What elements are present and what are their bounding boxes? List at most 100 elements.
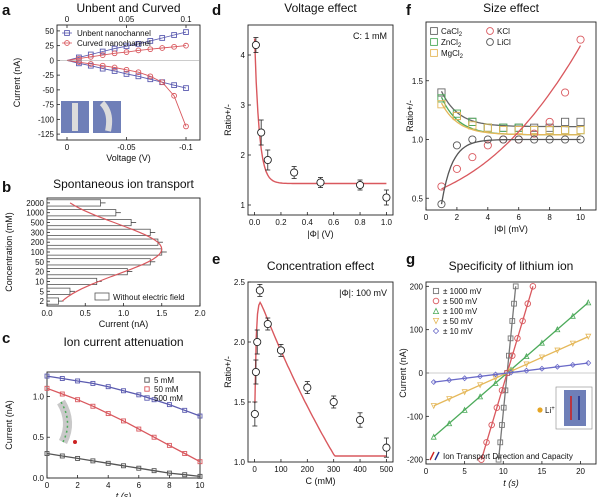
panel-f-series-2-point-0 — [437, 100, 446, 109]
panel-b-y-tick-label-8: 500 — [31, 219, 45, 228]
panel-g-series-4-point-8 — [554, 363, 561, 370]
panel-g-legend-marker-2 — [432, 307, 440, 314]
panel-a-series-1-point-11 — [87, 61, 94, 67]
panel-f-series-2-point-7 — [545, 126, 554, 135]
panel-g-series-3-point-0 — [430, 403, 437, 410]
panel-g-annotation: Ion Transport Direction and Capacity — [443, 452, 573, 461]
panel-g-legend-label-0: ± 1000 mV — [443, 287, 482, 296]
panel-f-series-4-point-0 — [437, 200, 446, 209]
panel-a-series-0-line-pos — [66, 31, 187, 61]
panel-f-series-2-point-3 — [483, 123, 492, 132]
panel-c-series-2-point-5 — [121, 388, 126, 394]
panel-e-point-7 — [329, 397, 338, 407]
panel-g-series-4-point-10 — [585, 360, 592, 366]
panel-a-inset-unbent-channel — [72, 103, 78, 131]
panel-a-series-1-line-neg — [66, 59, 187, 127]
panel-c-series-0-point-8 — [166, 470, 172, 476]
panel-f-series-3-point-7 — [545, 117, 554, 126]
panel-a-ylabel: Current (nA) — [12, 58, 22, 108]
panel-d-x-tick-label-0: 0.0 — [249, 218, 261, 227]
panel-f-series-1-point-9 — [576, 126, 585, 135]
panel-f-series-0-point-9 — [576, 117, 585, 126]
panel-c-y-tick-label-0: 0.0 — [33, 474, 45, 483]
panel-a-series-1-point-13 — [111, 64, 118, 71]
panel-b-xlabel: Current (nA) — [99, 319, 149, 329]
panel-d-point-5 — [355, 180, 365, 190]
panel-c-series-1-point-1 — [59, 391, 65, 397]
panel-g-y-tick-label-0: 200 — [410, 282, 424, 291]
panel-g-series-3-point-4 — [492, 375, 499, 382]
panel-f-series-2-point-4 — [499, 126, 508, 135]
panel-b-bar-2 — [46, 277, 98, 285]
panel-c-y-tick-label-1: 0.5 — [33, 433, 45, 442]
panel-g-series-0-point-1 — [497, 439, 504, 446]
panel-d-xlabel: |Φ| (V) — [307, 229, 333, 239]
panel-g-series-3-point-3 — [477, 382, 484, 389]
panel-a-y-tick-label-0: 50 — [45, 27, 54, 36]
panel-c-xlabel: t (s) — [116, 491, 132, 497]
panel-a-series-1-point-5 — [135, 47, 142, 54]
panel-f-legend-marker-4 — [486, 38, 494, 46]
panel-g-series-1-point-6 — [509, 352, 516, 359]
panel-a-series-0-point-12 — [99, 65, 106, 72]
panel-b-ylabel: Concentration (mM) — [4, 212, 14, 292]
panel-a-series-1-line-pos — [66, 45, 187, 61]
panel-d-annotation: C: 1 mM — [353, 31, 387, 41]
panel-g-legend-label-2: ± 100 mV — [443, 307, 478, 316]
panel-g-series-1-point-4 — [498, 387, 506, 394]
panel-a-series-1-point-14 — [123, 66, 130, 73]
panel-e-point-4 — [263, 319, 272, 329]
panel-g-legend-marker-1 — [432, 297, 440, 305]
panel-e-point-6 — [303, 383, 312, 392]
panel-e-point-3 — [255, 286, 264, 295]
panel-f-legend-label-2: MgCl2 — [441, 49, 464, 60]
panel-letter-c: c — [2, 330, 10, 347]
panel-d-point-3 — [290, 168, 299, 177]
panel-f-series-4-point-7 — [545, 135, 554, 144]
panel-g: Specificity of lithium ion 0 5 10 15 20 200 100… — [398, 259, 597, 488]
panel-f-series-3-point-1 — [452, 164, 461, 173]
panel-g-x-tick-label-4: 20 — [576, 467, 585, 476]
panel-e-point-0 — [250, 409, 259, 419]
panel-g-series-3-line — [433, 336, 589, 407]
panel-letter-e: e — [212, 251, 220, 268]
panel-e-fit-curve — [254, 301, 387, 457]
panel-g-legend-label-4: ± 10 mV — [443, 327, 473, 336]
panel-c: Ion current attenuation 0 2 4 6 8 10 0.0 0.5 1.0 5… — [4, 335, 205, 497]
panel-e-title: Concentration effect — [267, 259, 375, 273]
panel-f-series-4-point-8 — [561, 135, 570, 144]
panel-c-legend-label-2: 500 mM — [154, 394, 183, 403]
panel-f-series-3-point-3 — [483, 141, 492, 150]
panel-c-series-0-point-10 — [197, 473, 203, 479]
panel-a-inset-curved-channel — [99, 100, 113, 132]
panel-a-y-tick-label-3: -25 — [42, 71, 54, 80]
panel-g-series-2-point-0 — [430, 433, 437, 440]
panel-c-series-2-point-6 — [136, 392, 142, 398]
panel-b-bar-4 — [46, 258, 151, 266]
panel-b-title: Spontaneous ion transport — [53, 177, 194, 191]
panel-f-x-tick-label-1: 2 — [455, 213, 460, 222]
panel-a-series-1-point-0 — [76, 55, 82, 62]
panel-a-series-0-point-2 — [99, 48, 106, 55]
panel-a-y-tick-label-4: -50 — [42, 86, 54, 95]
panel-e-x-tick-label-3: 300 — [327, 465, 341, 474]
panel-b-x-tick-label-2: 1.0 — [118, 309, 130, 318]
panel-a-y-tick-label-6: -100 — [38, 115, 55, 124]
panel-b-y-tick-label-1: 5 — [40, 287, 45, 296]
panel-g-series-2-point-10 — [585, 299, 592, 306]
panel-c-series-1-point-7 — [151, 434, 157, 440]
panel-f-series-4-point-9 — [576, 135, 585, 144]
panel-c-series-0-line — [46, 452, 201, 478]
panel-g-series-3-point-9 — [569, 340, 576, 347]
panel-c-inset-ion — [73, 440, 77, 444]
panel-c-series-1-point-4 — [105, 411, 111, 417]
panel-a-title: Unbent and Curved — [76, 1, 180, 15]
panel-d-point-6 — [382, 193, 391, 202]
panel-letter-g: g — [406, 251, 415, 268]
panel-c-x-tick-label-5: 10 — [196, 481, 205, 490]
panel-f-series-2-fit — [440, 102, 581, 136]
panel-e-y-tick-label-0: 1.0 — [234, 458, 246, 467]
panel-d-point-4 — [316, 178, 325, 187]
panel-e-point-5 — [276, 346, 286, 355]
panel-c-inset-channel-wall — [60, 401, 69, 443]
